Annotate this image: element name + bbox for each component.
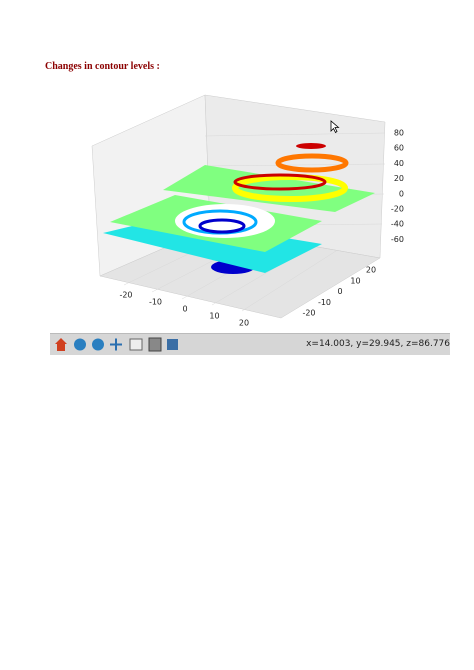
tick-label: 80	[394, 129, 404, 138]
tick-label: 0	[337, 287, 342, 296]
plane	[103, 218, 322, 273]
contour	[296, 143, 326, 149]
save-button[interactable]	[167, 339, 178, 350]
tick-label: 0	[182, 305, 187, 314]
forward-button[interactable]	[92, 338, 104, 351]
tick-label: 40	[394, 159, 404, 168]
contour	[275, 153, 349, 173]
tick-label: 0	[399, 189, 404, 198]
tick-label: 20	[394, 174, 404, 183]
tick-label: -20	[391, 205, 404, 214]
zoom-button[interactable]	[129, 338, 143, 351]
tick-label: 10	[350, 276, 360, 285]
contour	[232, 174, 348, 202]
home-button[interactable]	[55, 338, 67, 351]
tick-label: 20	[366, 266, 376, 275]
tick-label: -10	[149, 298, 162, 307]
tick-label: 20	[239, 319, 249, 328]
toolbar-icons	[55, 337, 178, 352]
toolbar: x=14.003, y=29.945, z=86.776	[50, 333, 450, 355]
tick-label: -20	[119, 291, 132, 300]
contour	[233, 173, 327, 191]
status-text: x=14.003, y=29.945, z=86.776	[306, 339, 450, 349]
heading: Changes in contour levels :	[45, 61, 160, 72]
cursor	[330, 120, 340, 134]
tick-label: -40	[391, 220, 404, 229]
tick-label: -60	[391, 235, 404, 244]
tick-label: -20	[302, 309, 315, 318]
back-button[interactable]	[74, 338, 86, 351]
tick-label: 10	[209, 312, 219, 321]
tick-label: 60	[394, 144, 404, 153]
subplots-button[interactable]	[148, 337, 162, 352]
pan-button[interactable]	[110, 338, 122, 351]
tick-label: -10	[318, 298, 331, 307]
contour	[198, 218, 246, 234]
